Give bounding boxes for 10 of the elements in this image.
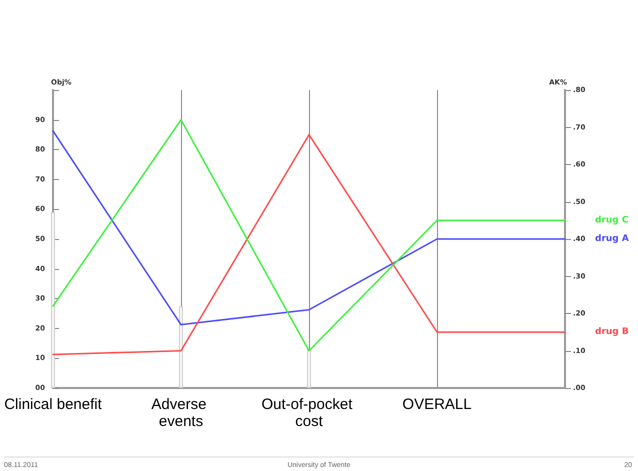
bar [179,306,183,388]
text: drug A [595,234,629,244]
text: drug B [595,327,629,338]
text: drug C [595,215,629,226]
bar [51,212,55,388]
x-tick-label: Clinical benefit [4,396,103,413]
x-tick-label: OVERALL [402,396,472,413]
bar [307,349,311,388]
x-tick-label: Out-of-pocket cost [261,396,357,430]
x-tick-label: Adverse events [151,396,211,430]
